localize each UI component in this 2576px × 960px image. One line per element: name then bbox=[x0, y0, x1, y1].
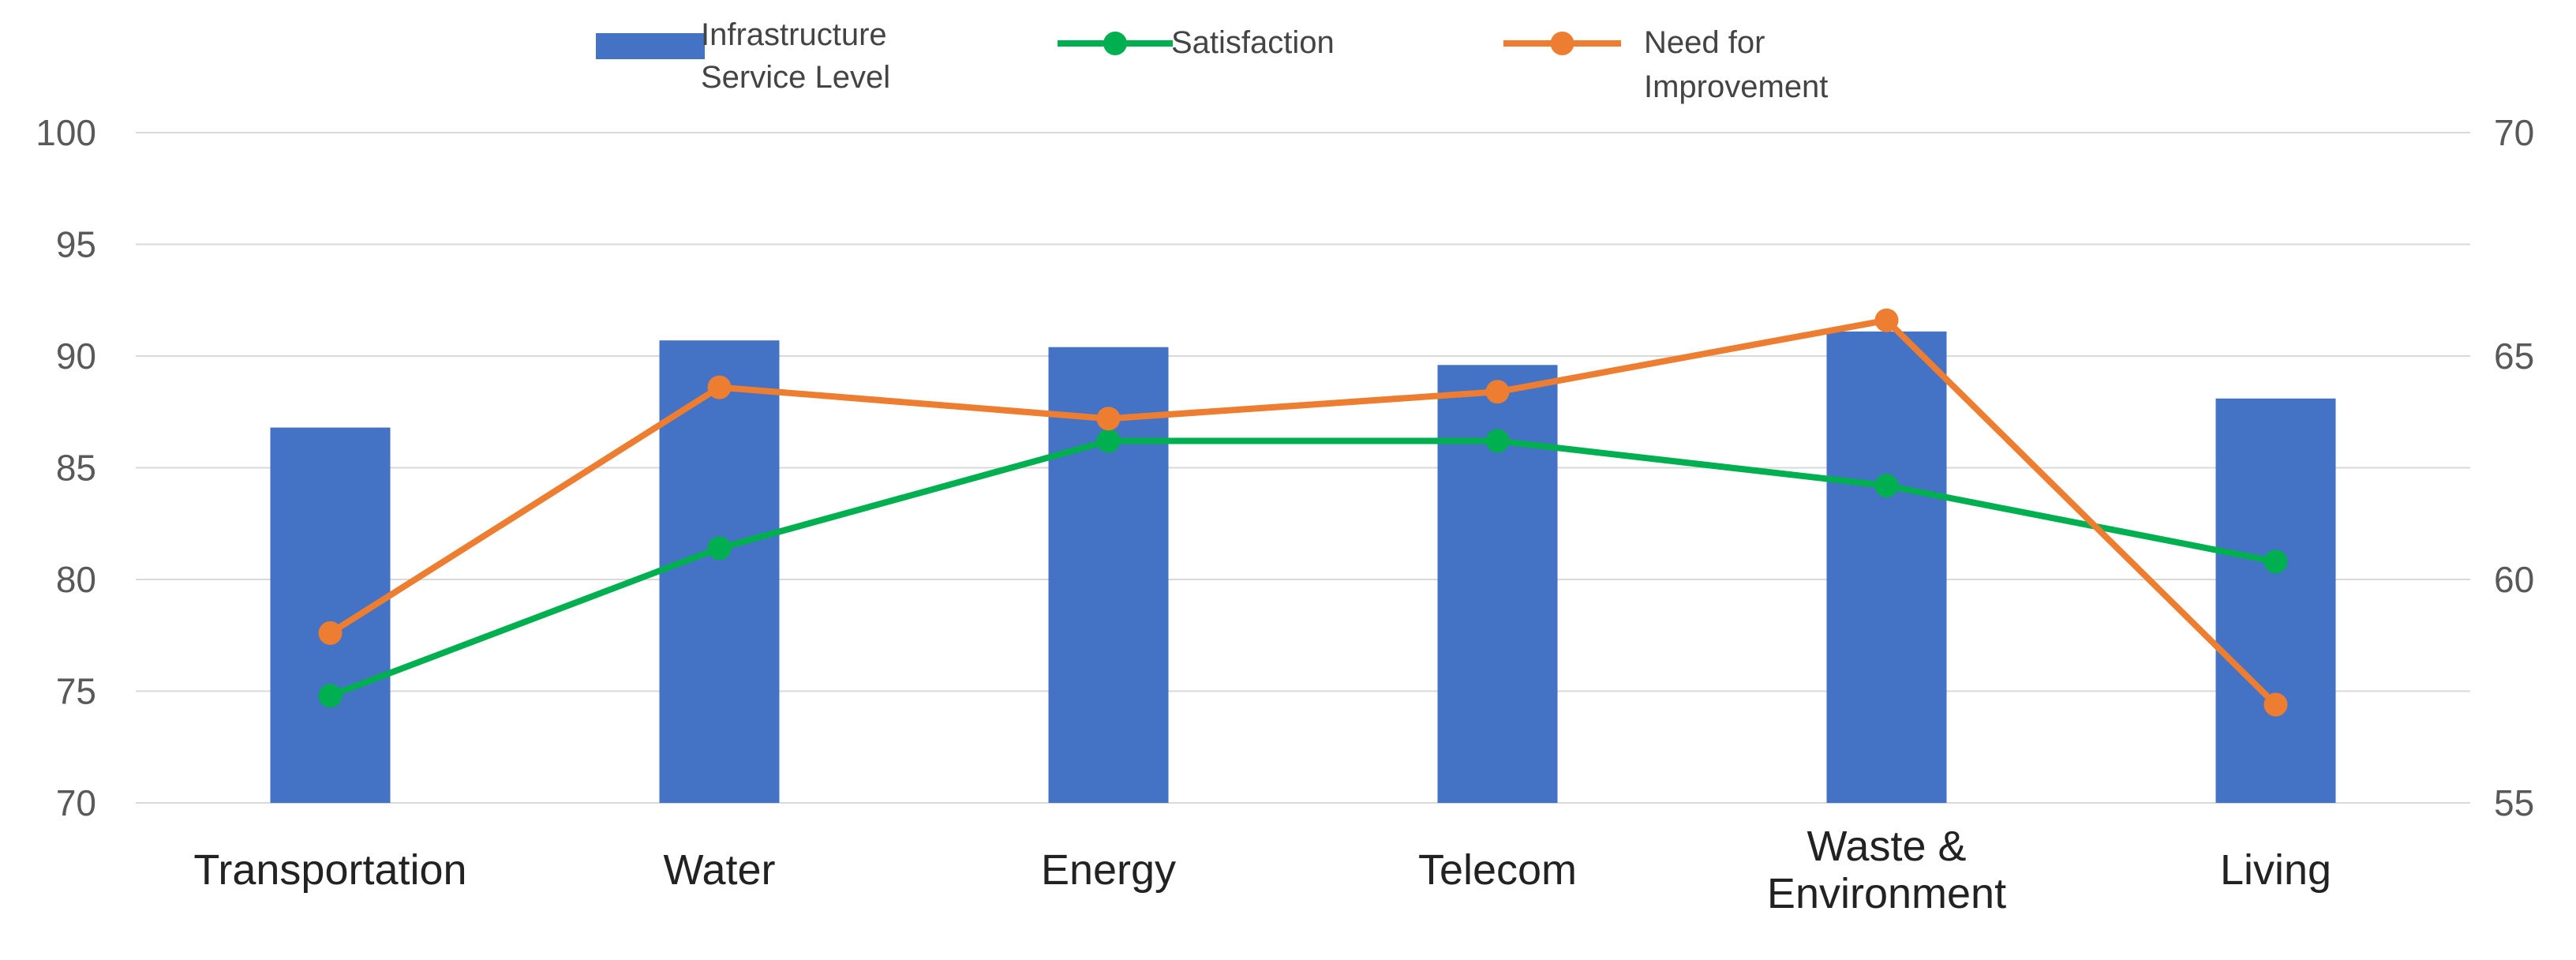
legend-label-infrastructure-service-level: Service Level bbox=[701, 60, 890, 95]
y-left-tick-label: 80 bbox=[56, 559, 96, 600]
point-satisfaction bbox=[1874, 474, 1899, 498]
x-category-label: Energy bbox=[1041, 846, 1176, 894]
legend-label-need-for-improvement: Need for bbox=[1644, 25, 1765, 60]
point-satisfaction bbox=[318, 684, 343, 708]
y-right-tick-label: 65 bbox=[2494, 336, 2534, 377]
point-satisfaction bbox=[2263, 549, 2288, 574]
point-need-for-improvement bbox=[1096, 407, 1121, 431]
point-satisfaction bbox=[1096, 429, 1121, 453]
x-category-label: Environment bbox=[1767, 870, 2006, 917]
legend-label-need-for-improvement: Improvement bbox=[1644, 69, 1828, 104]
legend-label-infrastructure-service-level: Infrastructure bbox=[701, 17, 887, 52]
y-left-tick-label: 75 bbox=[56, 671, 96, 712]
y-right-tick-label: 60 bbox=[2494, 559, 2534, 600]
x-category-label: Telecom bbox=[1418, 846, 1577, 894]
point-satisfaction bbox=[707, 536, 732, 561]
bar-infrastructure-service-level bbox=[2215, 398, 2336, 803]
y-right-tick-label: 55 bbox=[2494, 782, 2534, 823]
legend-bar-swatch bbox=[596, 33, 705, 59]
line-satisfaction bbox=[329, 437, 2277, 699]
bar-infrastructure-service-level bbox=[659, 340, 780, 803]
y-right-tick-label: 70 bbox=[2494, 112, 2534, 153]
point-satisfaction bbox=[1485, 429, 1510, 453]
y-left-tick-label: 90 bbox=[56, 336, 96, 377]
bar-infrastructure-service-level bbox=[1826, 331, 1947, 803]
point-need-for-improvement bbox=[1874, 308, 1899, 332]
point-need-for-improvement bbox=[2263, 692, 2288, 717]
x-category-label: Waste & bbox=[1807, 823, 1966, 870]
y-left-tick-label: 100 bbox=[36, 112, 96, 153]
line-need-for-improvement bbox=[328, 317, 2278, 707]
x-category-label: Living bbox=[2220, 846, 2331, 894]
legend-marker-need-for-improvement bbox=[1550, 32, 1574, 55]
y-left-tick-label: 70 bbox=[56, 782, 96, 823]
x-category-label: Water bbox=[663, 846, 775, 894]
y-left-tick-label: 85 bbox=[56, 448, 96, 489]
y-left-tick-label: 95 bbox=[56, 224, 96, 265]
point-need-for-improvement bbox=[707, 375, 732, 399]
point-need-for-improvement bbox=[1485, 380, 1510, 404]
legend-marker-satisfaction bbox=[1103, 32, 1127, 55]
x-category-label: Transportation bbox=[193, 846, 466, 894]
point-need-for-improvement bbox=[318, 621, 343, 645]
legend-label-satisfaction: Satisfaction bbox=[1171, 25, 1335, 60]
bar-infrastructure-service-level bbox=[270, 427, 391, 803]
